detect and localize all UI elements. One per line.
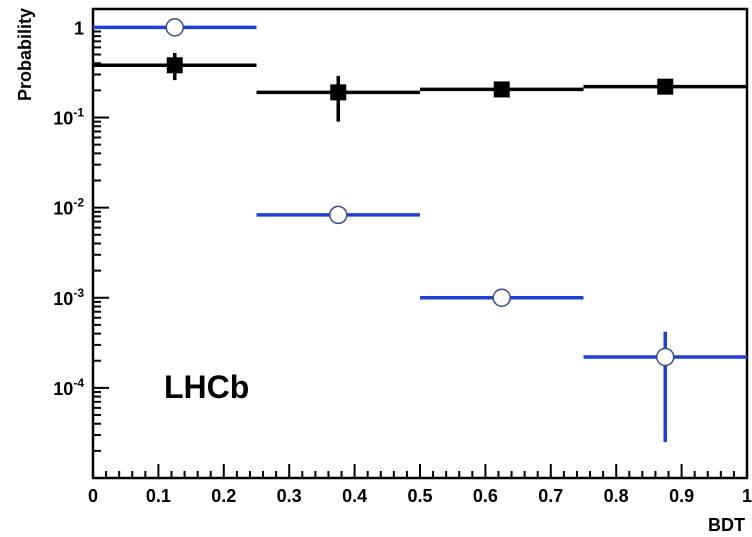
x-tick-label: 0.2 — [211, 486, 236, 506]
lhcb-annotation: LHCb — [164, 369, 249, 405]
data-point-circle — [656, 347, 675, 367]
x-axis-ticks: 0 0.1 0.2 0.3 0.4 0.5 0.6 0.7 0.8 0.9 1 — [88, 464, 752, 506]
x-tick-label: 0.1 — [146, 486, 171, 506]
y-tick-label: 10-1 — [53, 106, 84, 129]
data-point-circle — [492, 288, 511, 308]
data-point-circle — [329, 205, 348, 225]
y-tick-label: 10-4 — [53, 376, 84, 399]
y-axis-title: Probability — [15, 8, 35, 101]
x-tick-label: 0.3 — [277, 486, 302, 506]
x-axis-title: BDT — [708, 515, 745, 535]
data-point-square — [657, 78, 674, 95]
x-tick-label: 0.8 — [604, 486, 629, 506]
x-tick-label: 0 — [88, 486, 98, 506]
data-point-square — [330, 84, 347, 101]
data-point-square — [493, 81, 510, 98]
y-tick-label: 10-2 — [53, 196, 84, 219]
plot-frame — [91, 7, 749, 480]
y-axis-ticks: 1 10-1 10-2 10-3 10-4 — [53, 18, 109, 479]
x-tick-label: 0.9 — [669, 486, 694, 506]
x-tick-label: 1 — [742, 486, 752, 506]
x-tick-label: 0.6 — [473, 486, 498, 506]
y-tick-label: 1 — [74, 18, 84, 38]
x-tick-label: 0.5 — [407, 486, 432, 506]
data-point-square — [166, 57, 183, 74]
data-marks — [93, 18, 747, 443]
x-tick-label: 0.7 — [538, 486, 563, 506]
y-tick-label: 10-3 — [53, 286, 84, 309]
data-point-circle — [165, 18, 184, 37]
x-tick-label: 0.4 — [342, 486, 367, 506]
